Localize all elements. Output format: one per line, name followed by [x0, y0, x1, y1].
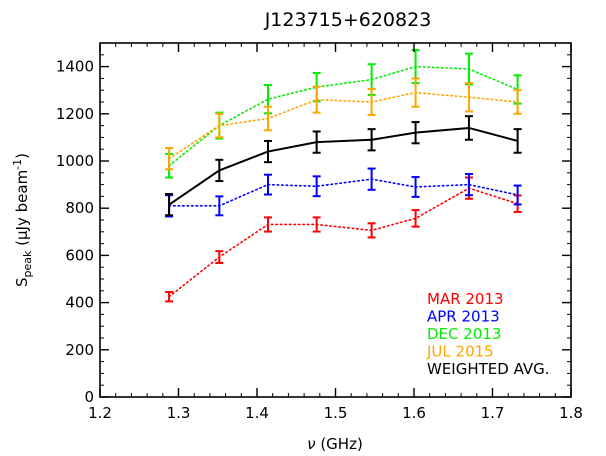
series-mar-2013 — [165, 176, 522, 303]
y-tick-label: 800 — [65, 199, 94, 217]
series-line — [168, 187, 519, 298]
legend-entry: DEC 2013 — [427, 325, 501, 343]
y-axis-label: Speak (μJy beam-1) — [11, 153, 34, 287]
y-tick-label: 400 — [65, 294, 94, 312]
x-tick-label: 1.5 — [324, 404, 348, 422]
x-tick-label: 1.3 — [167, 404, 191, 422]
x-axis-label-unit: (GHz) — [316, 435, 363, 453]
series-jul-2015 — [165, 77, 522, 171]
y-tick-label: 200 — [65, 341, 94, 359]
y-tick-label: 1000 — [56, 152, 94, 170]
series-layer — [165, 49, 522, 303]
x-axis-label: ν (GHz) — [307, 435, 363, 453]
x-tick-label: 1.8 — [559, 404, 583, 422]
y-axis-label-close: ) — [13, 153, 31, 159]
legend-entry: JUL 2015 — [426, 343, 494, 361]
series-line — [168, 178, 519, 207]
y-tick-label: 0 — [84, 388, 94, 406]
series-line — [168, 126, 518, 206]
y-tick-label: 1200 — [56, 105, 94, 123]
y-axis-label-sub: peak — [21, 250, 34, 277]
legend-entry: MAR 2013 — [427, 290, 504, 308]
chart-title: J123715+620823 — [264, 9, 432, 31]
y-axis-label-sup: -1 — [11, 159, 24, 170]
y-axis-label-unit: (μJy beam — [13, 170, 31, 251]
series-weighted-avg — [165, 115, 522, 217]
x-axis-label-symbol: ν — [307, 435, 315, 453]
series-line — [168, 91, 519, 160]
x-tick-label: 1.2 — [88, 404, 112, 422]
y-axis-label-main: S — [13, 277, 31, 287]
x-tick-label: 1.6 — [402, 404, 426, 422]
legend-entry: APR 2013 — [427, 308, 500, 326]
x-tick-label: 1.4 — [245, 404, 269, 422]
legend-entry: WEIGHTED AVG. — [427, 360, 550, 378]
series-line — [168, 65, 519, 167]
plot-frame — [99, 42, 572, 398]
y-tick-label: 1400 — [56, 58, 94, 76]
y-tick-label: 600 — [65, 246, 94, 264]
ticks-layer: 1.2 1.3 1.4 1.5 1.6 1.7 1.8 0 200 400 600 800 1000 12… — [56, 43, 583, 422]
x-tick-label: 1.7 — [481, 404, 505, 422]
